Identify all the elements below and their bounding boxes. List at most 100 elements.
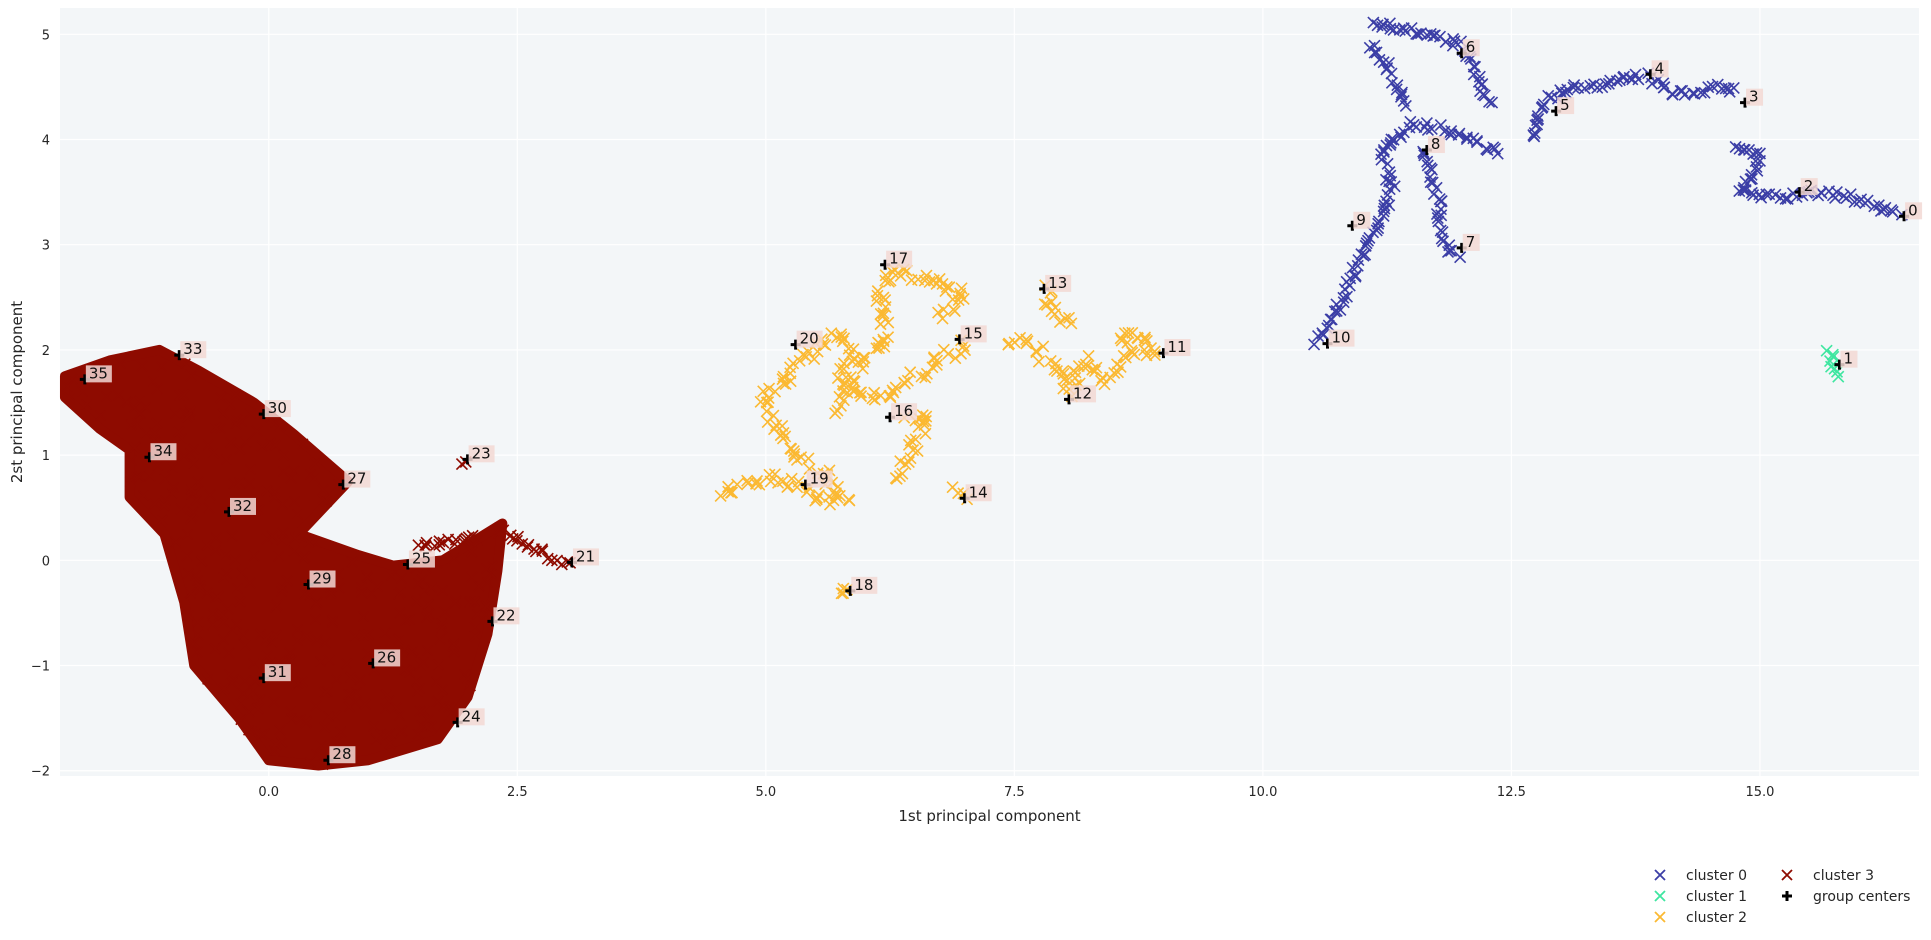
legend-entry: cluster 2 [1654, 910, 1747, 926]
legend-x-marker [1781, 869, 1793, 881]
data-point [731, 478, 744, 491]
data-point [436, 684, 448, 696]
data-point [1727, 81, 1740, 95]
data-point [837, 357, 851, 370]
data-point [439, 606, 451, 618]
data-point [230, 618, 242, 631]
data-point [346, 556, 358, 568]
data-point [448, 638, 460, 650]
data-point [309, 473, 321, 485]
data-point [466, 529, 479, 542]
data-point [319, 686, 331, 698]
data-point [1378, 199, 1391, 212]
data-point [434, 633, 446, 645]
group-center: 8 [1421, 135, 1445, 156]
data-point [343, 701, 355, 713]
data-point [937, 343, 950, 356]
group-center: 33 [174, 340, 207, 361]
data-point [335, 726, 347, 738]
data-point [770, 419, 783, 432]
data-point [835, 587, 848, 600]
data-point [1443, 244, 1456, 257]
data-point [1832, 370, 1845, 383]
data-point [1430, 181, 1443, 194]
center-label-background [344, 470, 371, 488]
data-point [384, 728, 396, 740]
data-point [1334, 303, 1347, 317]
group-center: 30 [258, 399, 291, 420]
legend-entry: cluster 1 [1654, 889, 1747, 905]
data-point [808, 352, 821, 366]
data-point [226, 677, 238, 689]
data-point [1476, 78, 1489, 91]
data-point [541, 552, 554, 565]
center-label-background [806, 470, 833, 488]
legend-entry: cluster 3 [1781, 868, 1874, 884]
data-point [187, 638, 199, 650]
data-point [471, 608, 483, 620]
center-label-background [851, 576, 878, 594]
group-center: 24 [452, 707, 485, 728]
data-point [178, 389, 190, 401]
data-point [236, 415, 248, 428]
data-point [155, 361, 168, 373]
data-point [275, 585, 287, 597]
data-point [462, 531, 475, 544]
data-point [219, 548, 231, 560]
data-point [835, 331, 848, 344]
data-point [256, 729, 268, 741]
data-point [779, 430, 792, 443]
data-point [1702, 81, 1715, 94]
center-label-background [1462, 233, 1480, 251]
data-point [196, 555, 208, 567]
data-point [362, 648, 374, 660]
data-point [1602, 77, 1615, 90]
data-point [1751, 164, 1764, 177]
data-point [930, 354, 944, 367]
data-point [184, 513, 197, 525]
data-point [1532, 112, 1545, 126]
data-point [309, 614, 322, 626]
data-point [181, 550, 193, 562]
data-point [173, 426, 185, 438]
data-point [185, 370, 197, 382]
center-label: 33 [183, 340, 202, 358]
data-point [871, 285, 884, 298]
center-label-background [796, 330, 823, 348]
data-point [215, 392, 227, 404]
data-point [1148, 349, 1161, 362]
data-point [300, 717, 312, 729]
data-point [323, 654, 335, 666]
center-label-background [1746, 88, 1764, 106]
data-point [1399, 24, 1412, 38]
data-point [285, 712, 297, 724]
data-point [1372, 217, 1385, 230]
data-point [276, 498, 288, 510]
data-point [1082, 349, 1095, 363]
data-point [1848, 195, 1861, 209]
center-label-background [1800, 178, 1818, 196]
data-point [218, 683, 230, 695]
data-point [396, 725, 408, 737]
data-point [379, 627, 391, 639]
data-point [785, 472, 798, 485]
data-point [260, 485, 273, 497]
data-point [243, 724, 255, 736]
data-point [1454, 251, 1467, 264]
data-point [193, 580, 206, 592]
data-point [947, 303, 960, 316]
data-point [1069, 371, 1082, 385]
data-point [753, 478, 766, 491]
data-point [190, 570, 202, 582]
data-point [245, 464, 257, 476]
data-point [262, 631, 274, 643]
data-point [203, 502, 215, 514]
data-point [511, 530, 525, 543]
center-label: 29 [313, 570, 332, 588]
data-point [1445, 124, 1458, 138]
data-point [185, 586, 197, 599]
group-center: 5 [1551, 96, 1575, 117]
data-point [113, 390, 125, 402]
data-point [277, 465, 289, 478]
data-point [480, 600, 493, 612]
